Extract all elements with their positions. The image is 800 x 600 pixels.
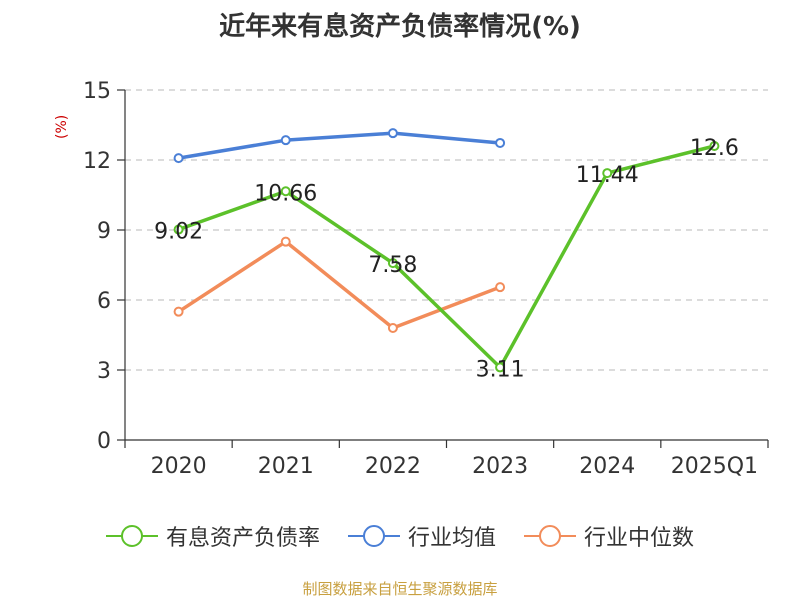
data-label: 9.02 — [154, 220, 203, 245]
data-point — [495, 362, 506, 373]
data-point — [280, 135, 291, 146]
legend-symbol — [524, 524, 576, 548]
series-3 — [173, 236, 506, 333]
legend-label: 行业中位数 — [584, 526, 695, 551]
data-label: 3.11 — [476, 357, 525, 382]
series-layer: 9.02 10.66 7.58 3.11 11.44 12.6 — [154, 128, 739, 382]
x-tick-label: 2020 — [151, 454, 207, 479]
axes: 0 3 6 9 12 15 2020 2021 2022 2023 2024 2025Q1 — [83, 79, 769, 479]
data-point — [495, 137, 506, 148]
legend-item: 有息资产负债率 — [105, 520, 320, 552]
source-note: 制图数据来自恒生聚源数据库 — [302, 580, 498, 598]
y-tick-label: 6 — [97, 289, 111, 314]
data-point — [387, 128, 398, 139]
x-tick-label: 2022 — [365, 454, 421, 479]
gridlines — [125, 89, 768, 371]
x-tick-label: 2024 — [579, 454, 635, 479]
legend-label: 有息资产负债率 — [165, 526, 320, 551]
data-point — [495, 282, 506, 293]
y-tick-label: 3 — [97, 359, 111, 384]
series-2 — [173, 128, 506, 164]
data-point — [387, 323, 398, 333]
data-label: 10.66 — [254, 181, 317, 206]
y-tick-label: 0 — [97, 429, 111, 454]
series-1: 9.02 10.66 7.58 3.11 11.44 12.6 — [154, 136, 739, 382]
legend-label: 行业均值 — [407, 526, 496, 551]
data-label: 12.6 — [690, 136, 739, 161]
data-point — [173, 153, 184, 164]
data-label: 11.44 — [576, 163, 639, 188]
legend: 有息资产负债率 行业均值 行业中位数 — [0, 518, 800, 554]
legend-item: 行业中位数 — [524, 520, 694, 552]
y-axis-label: (%) — [54, 114, 70, 139]
x-tick-label: 2023 — [472, 454, 528, 479]
data-point — [173, 306, 184, 317]
data-point — [387, 258, 398, 269]
series-line — [177, 239, 501, 330]
data-point — [602, 168, 613, 179]
series-line — [178, 131, 501, 160]
y-tick-label: 9 — [97, 219, 111, 244]
data-point — [280, 236, 291, 247]
x-tick-label: 2021 — [258, 454, 314, 479]
data-point — [280, 186, 291, 197]
chart-title: 近年来有息资产负债率情况(%) — [219, 12, 581, 42]
series-line — [177, 144, 715, 370]
legend-item: 行业均值 — [347, 520, 496, 552]
data-label: 7.58 — [368, 253, 417, 278]
data-point — [173, 224, 184, 235]
legend-symbol — [347, 524, 400, 548]
data-point — [709, 141, 720, 151]
y-tick-label: 12 — [83, 149, 111, 174]
legend-symbol — [105, 524, 158, 548]
x-tick-label: 2025Q1 — [671, 454, 758, 479]
y-tick-label: 15 — [83, 79, 111, 104]
